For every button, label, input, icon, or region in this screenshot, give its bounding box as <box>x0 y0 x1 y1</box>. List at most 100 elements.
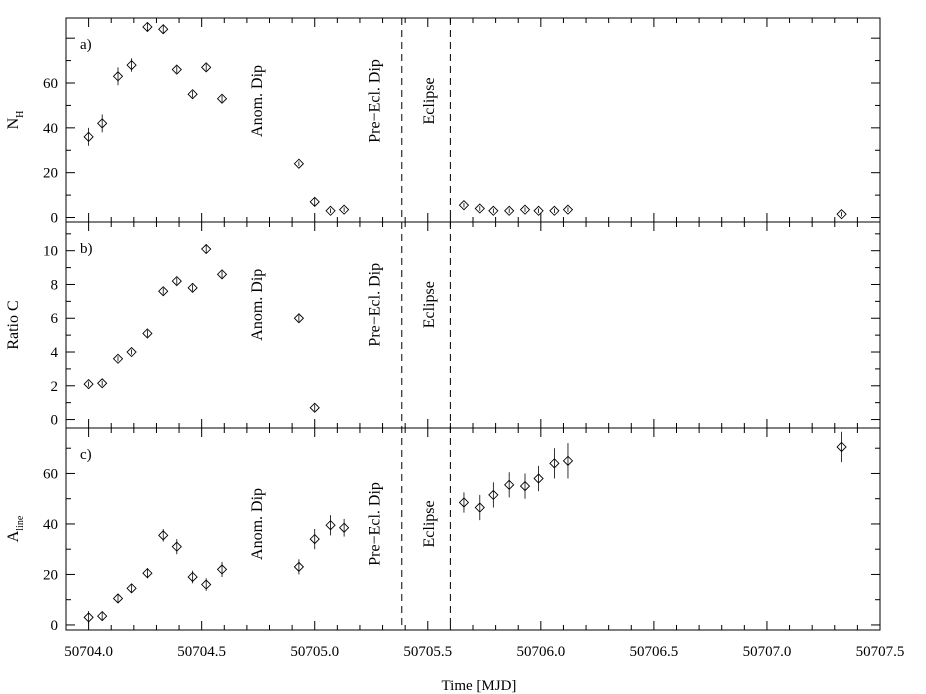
diamond-marker <box>836 209 847 220</box>
diamond-marker <box>836 441 847 453</box>
region-annotation: Pre−Ecl. Dip <box>367 263 384 347</box>
y-tick-label: 4 <box>51 345 59 361</box>
panel-tag: a) <box>80 37 92 53</box>
diamond-marker <box>171 64 182 75</box>
x-tick-label: 50707.0 <box>743 644 792 660</box>
data-point <box>309 196 320 207</box>
diamond-marker <box>112 353 124 364</box>
data-point <box>488 482 499 508</box>
data-point <box>216 93 228 104</box>
panel-frame <box>65 221 881 429</box>
data-point <box>201 243 212 255</box>
data-point <box>293 158 305 169</box>
y-tick-label: 60 <box>43 76 58 92</box>
region-annotation: Anom. Dip <box>249 269 266 341</box>
data-point <box>519 204 531 215</box>
x-tick-label: 50704.5 <box>177 644 226 660</box>
diamond-marker <box>187 571 198 583</box>
data-point <box>97 378 108 389</box>
diamond-marker <box>504 205 515 216</box>
diamond-marker <box>325 205 336 216</box>
x-axis: 50704.0 50704.5 50705.0 50705.5 50706.0 50706… <box>64 644 904 660</box>
data-point <box>112 353 124 364</box>
diamond-marker <box>562 455 574 466</box>
y-tick-label: 40 <box>43 121 58 137</box>
data-point <box>488 205 499 216</box>
diamond-marker <box>309 196 320 207</box>
diamond-marker <box>533 205 544 216</box>
data-point <box>836 431 847 463</box>
diamond-marker <box>488 205 499 216</box>
diamond-marker <box>458 200 470 211</box>
region-annotation: Eclipse <box>421 281 438 328</box>
y-tick-label: 10 <box>43 244 58 260</box>
panel-2: 0 2 4 6 8 10 b) Ratio C Anom. Dip Pre−Ecl. Dip Ecl… <box>5 221 881 429</box>
data-point <box>549 448 560 479</box>
data-point <box>533 205 544 216</box>
diamond-marker <box>112 593 124 604</box>
data-point <box>126 346 137 358</box>
data-point <box>338 518 350 537</box>
diamond-marker <box>474 502 485 513</box>
panel-tag: b) <box>80 241 93 257</box>
y-tick-label: 0 <box>51 413 59 429</box>
panel-frame <box>65 427 881 631</box>
data-point <box>142 328 153 339</box>
diamond-marker <box>126 583 137 594</box>
data-point <box>201 62 212 73</box>
diamond-marker <box>158 286 169 297</box>
diamond-marker <box>142 568 153 579</box>
data-point <box>97 610 108 622</box>
y-axis-label: Ratio C <box>5 300 22 349</box>
diamond-marker <box>83 612 94 623</box>
diamond-marker <box>201 62 212 73</box>
data-point <box>562 204 574 215</box>
diamond-marker <box>201 579 212 590</box>
panel-3: 0 20 40 60 c) Aline Anom. Dip Pre−Ecl. Dip Eclip… <box>5 427 881 634</box>
diamond-marker <box>293 158 305 169</box>
diamond-marker <box>458 497 470 508</box>
x-tick-label: 50707.5 <box>856 644 905 660</box>
diamond-marker <box>83 131 94 142</box>
diamond-marker <box>474 203 485 214</box>
data-point <box>562 443 574 479</box>
x-axis-label: Time [MJD] <box>442 678 517 694</box>
diamond-marker <box>142 21 153 33</box>
x-tick-label: 50704.0 <box>64 644 113 660</box>
diamond-marker <box>97 610 108 622</box>
panel-tag: c) <box>80 447 92 463</box>
data-point <box>83 611 94 624</box>
diamond-marker <box>158 24 169 35</box>
y-tick-label: 6 <box>51 311 59 327</box>
data-point <box>158 529 169 542</box>
diamond-marker <box>158 530 169 541</box>
region-annotation: Anom. Dip <box>249 65 266 137</box>
diamond-marker <box>126 59 137 71</box>
diamond-marker <box>142 328 153 339</box>
data-point <box>83 127 94 146</box>
diamond-marker <box>83 378 94 390</box>
diamond-marker <box>171 541 182 552</box>
diamond-marker <box>201 243 212 255</box>
x-tick-label: 50705.0 <box>290 644 339 660</box>
data-point <box>126 583 137 594</box>
data-point <box>171 275 182 287</box>
diamond-marker <box>519 480 531 492</box>
diamond-marker <box>338 522 350 533</box>
data-point <box>171 64 182 75</box>
y-tick-label: 20 <box>43 567 58 583</box>
data-point <box>458 492 470 513</box>
data-point <box>325 515 336 536</box>
data-point <box>216 269 228 280</box>
diamond-marker <box>338 204 350 215</box>
data-point <box>158 24 169 35</box>
diamond-marker <box>325 520 336 531</box>
diamond-marker <box>216 269 228 280</box>
y-tick-label: 40 <box>43 517 58 533</box>
panel-1: 0 20 40 60 a) NH Anom. Dip Pre−Ecl. Dip Eclipse <box>5 17 881 227</box>
data-point <box>519 473 531 499</box>
diamond-marker <box>309 533 320 545</box>
data-point <box>142 568 153 579</box>
diamond-marker <box>562 204 574 215</box>
